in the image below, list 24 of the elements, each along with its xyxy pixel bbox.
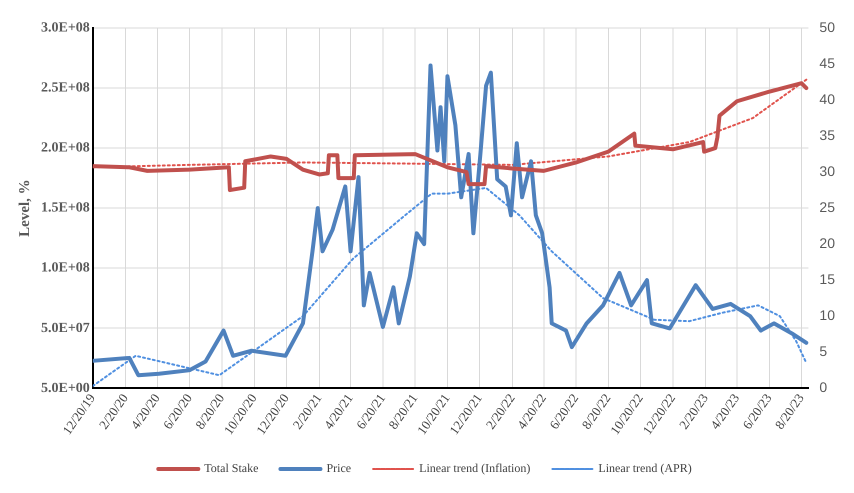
y-tick-label: 5.0E+07 bbox=[40, 320, 90, 336]
y2-tick-label: 30 bbox=[819, 162, 836, 179]
y-tick-label: 2.5E+08 bbox=[40, 80, 90, 96]
y2-tick-label: 40 bbox=[819, 90, 836, 107]
line-series bbox=[92, 78, 808, 168]
y2-tick-label: 35 bbox=[819, 126, 836, 143]
y-tick-label: 5.0E+00 bbox=[40, 380, 90, 396]
y2-tick-label: 45 bbox=[819, 54, 836, 71]
y2-tick-label: 5 bbox=[819, 343, 828, 360]
y-axis-title: Level, % bbox=[16, 179, 33, 237]
y2-tick-label: 25 bbox=[819, 198, 836, 215]
legend-label: Linear trend (APR) bbox=[598, 461, 692, 476]
y2-tick-label: 10 bbox=[819, 307, 836, 324]
y2-tick-label: 50 bbox=[819, 18, 836, 35]
y2-tick-label: 20 bbox=[819, 234, 836, 251]
y-tick-label: 1.5E+08 bbox=[40, 200, 90, 216]
y2-tick-label: 0 bbox=[819, 379, 828, 396]
y-tick-label: 1.0E+08 bbox=[40, 260, 90, 276]
legend-label: Price bbox=[326, 461, 352, 476]
legend-label: Linear trend (Inflation) bbox=[419, 461, 530, 476]
legend-label: Total Stake bbox=[204, 461, 258, 476]
y2-tick-label: 15 bbox=[819, 270, 836, 287]
y-tick-label: 2.0E+08 bbox=[40, 140, 90, 156]
y-tick-label: 3.0E+08 bbox=[40, 20, 90, 36]
